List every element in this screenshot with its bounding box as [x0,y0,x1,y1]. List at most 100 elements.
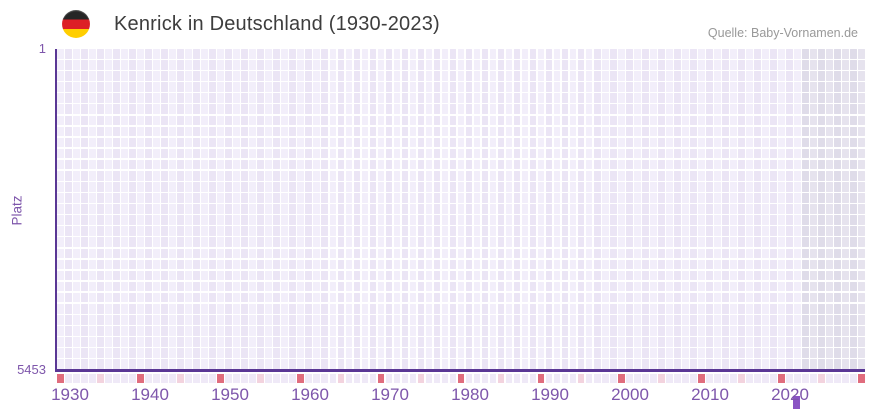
grid-cell [593,315,601,325]
grid-cell [145,82,152,92]
grid-cell [802,215,809,225]
grid-cell [409,82,417,92]
grid-cell [89,270,96,281]
grid-cell [265,215,272,225]
grid-cell [65,237,72,248]
grid-cell [842,237,849,248]
grid-cell [97,193,104,203]
grid-cell [57,137,64,148]
grid-cell [137,315,144,325]
grid-cell [417,326,425,336]
grid-cell [89,348,96,358]
grid-cell [273,148,280,159]
grid-cell [602,170,609,181]
grid-cell [577,193,585,203]
grid-cell [754,137,761,148]
grid-cell [449,292,457,303]
grid-cell [273,159,280,170]
grid-cell [602,226,609,236]
grid-cell [369,292,377,303]
grid-cell [345,248,353,259]
grid-cell [353,270,361,281]
grid-cell [369,204,377,214]
grid-cell [521,303,529,314]
grid-cell [241,259,248,270]
grid-cell [794,193,801,203]
grid-cell [690,193,697,203]
grid-cell [489,348,497,358]
grid-cell [674,137,681,148]
grid-cell [489,104,497,115]
grid-cell [786,215,793,225]
grid-cell [690,337,697,347]
grid-cell [569,237,577,248]
grid-cell [569,60,577,70]
grid-cell [658,182,665,192]
grid-cell [497,204,505,214]
grid-cell [850,71,857,81]
grid-cell [802,104,809,115]
grid-cell [634,115,641,126]
grid-cell [714,49,721,59]
grid-cell [241,104,248,115]
grid-cell [297,115,304,126]
grid-cell [441,237,449,248]
grid-cell [449,315,457,325]
grid-cell [810,270,817,281]
grid-cell [481,93,489,103]
grid-cell [650,137,657,148]
grid-cell [321,359,328,369]
grid-cell [313,104,320,115]
grid-cell [297,137,304,148]
grid-cell [762,315,769,325]
grid-cell [842,137,849,148]
grid-cell [121,204,128,214]
grid-cell [513,159,521,170]
grid-cell [714,93,721,103]
grid-cell [185,126,192,137]
grid-cell [626,226,633,236]
grid-cell [121,237,128,248]
grid-cell [529,359,537,369]
grid-cell [569,248,577,259]
grid-cell [305,248,312,259]
grid-cell [473,71,481,81]
year-marker [770,374,777,383]
grid-cell [810,215,817,225]
grid-cell [137,126,144,137]
grid-cell [377,82,385,92]
grid-cell [794,137,801,148]
grid-cell [858,93,865,103]
grid-cell [81,226,88,236]
grid-cell [289,104,296,115]
grid-cell [273,71,280,81]
grid-cell [209,115,216,126]
grid-cell [834,93,841,103]
grid-cell [802,226,809,236]
grid-cell [634,148,641,159]
grid-cell [113,115,120,126]
grid-cell [746,82,753,92]
grid-cell [433,259,441,270]
grid-cell [690,348,697,358]
grid-cell [826,237,833,248]
grid-cell [634,126,641,137]
grid-cell [409,193,417,203]
grid-cell [433,49,441,59]
grid-cell [473,326,481,336]
grid-cell [593,71,601,81]
grid-cell [626,49,633,59]
grid-cell [634,204,641,214]
grid-cell [457,270,465,281]
grid-cell [481,137,489,148]
grid-cell [337,215,345,225]
grid-cell [329,326,337,336]
grid-cell [513,248,521,259]
grid-cell [393,93,401,103]
grid-cell [481,159,489,170]
grid-cell [457,159,465,170]
grid-cell [185,170,192,181]
grid-cell [217,49,224,59]
grid-cell [153,204,160,214]
grid-cell [401,270,409,281]
